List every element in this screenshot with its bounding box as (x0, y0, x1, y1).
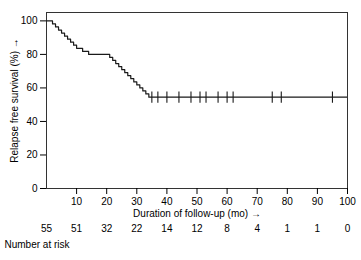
svg-text:60: 60 (222, 196, 234, 207)
svg-text:32: 32 (101, 223, 113, 234)
svg-text:40: 40 (161, 196, 173, 207)
svg-text:10: 10 (71, 196, 83, 207)
svg-text:Duration of follow-up (mo) →: Duration of follow-up (mo) → (133, 208, 261, 219)
svg-text:100: 100 (339, 196, 356, 207)
svg-text:0: 0 (32, 183, 38, 194)
svg-text:0: 0 (345, 223, 351, 234)
svg-text:1: 1 (285, 223, 291, 234)
svg-text:12: 12 (191, 223, 203, 234)
svg-text:55: 55 (41, 223, 53, 234)
svg-text:Number at risk: Number at risk (5, 239, 71, 250)
svg-text:20: 20 (101, 196, 113, 207)
svg-text:20: 20 (26, 149, 38, 160)
svg-text:14: 14 (161, 223, 173, 234)
svg-text:100: 100 (21, 15, 38, 26)
svg-text:1: 1 (315, 223, 321, 234)
svg-text:90: 90 (312, 196, 324, 207)
svg-text:80: 80 (282, 196, 294, 207)
svg-text:40: 40 (26, 116, 38, 127)
svg-text:50: 50 (191, 196, 203, 207)
svg-text:22: 22 (131, 223, 143, 234)
svg-text:8: 8 (224, 223, 230, 234)
svg-text:Relapse free survival (%) →: Relapse free survival (%) → (9, 38, 20, 162)
svg-text:60: 60 (26, 82, 38, 93)
svg-text:30: 30 (131, 196, 143, 207)
svg-text:70: 70 (252, 196, 264, 207)
svg-text:51: 51 (71, 223, 83, 234)
svg-text:4: 4 (254, 223, 260, 234)
svg-text:80: 80 (26, 49, 38, 60)
